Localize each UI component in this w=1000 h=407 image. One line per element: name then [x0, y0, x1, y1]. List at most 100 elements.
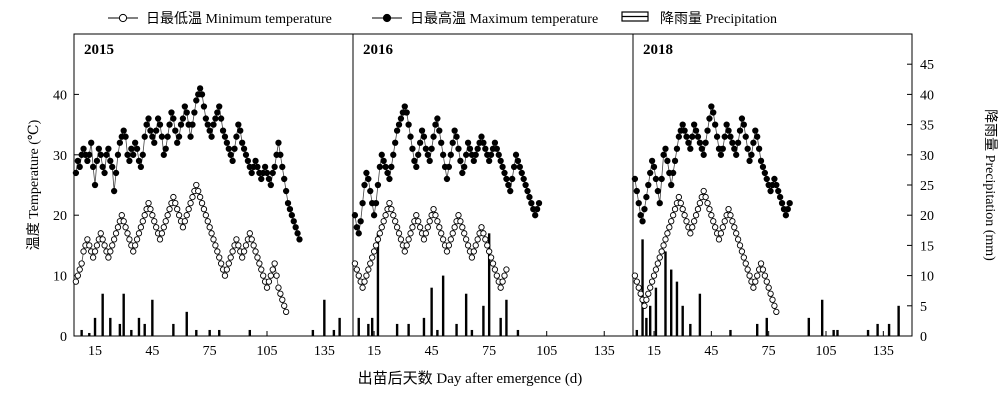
tmax-point: [725, 127, 732, 134]
tmax-point: [80, 145, 87, 152]
precip-bar: [137, 317, 141, 336]
tmax-point: [522, 181, 529, 189]
tmax-point: [405, 121, 412, 128]
tmax-point: [660, 151, 667, 158]
precip-bar: [143, 323, 146, 336]
tmax-point: [512, 151, 520, 158]
tmax-point: [679, 121, 686, 128]
precip-bar: [195, 329, 198, 336]
tmax-point: [124, 151, 131, 158]
tmax-point: [493, 145, 500, 152]
x-tick-label: 135: [873, 344, 894, 359]
tmax-point: [472, 151, 479, 158]
tmin-point: [489, 260, 497, 267]
tmax-point: [430, 133, 437, 140]
tmax-point: [153, 127, 160, 134]
tmax-point: [158, 133, 166, 140]
tmax-point: [252, 157, 259, 164]
tmin-point: [223, 266, 231, 273]
tmin-point: [279, 296, 286, 303]
tmin-point: [386, 199, 393, 207]
tmax-point: [650, 163, 658, 171]
tmax-point: [204, 121, 211, 128]
tmax-point: [658, 175, 665, 183]
tmax-point: [648, 157, 656, 164]
tmin-point: [727, 212, 734, 219]
precip-bar: [505, 299, 508, 336]
precip-bar: [118, 323, 122, 336]
tmax-point: [147, 127, 154, 134]
tmax-point: [675, 133, 683, 140]
tmax-point: [694, 133, 702, 140]
tmin-point: [434, 218, 441, 225]
tmin-point: [664, 230, 671, 237]
tmax-point: [392, 139, 399, 146]
tmax-point: [277, 151, 284, 158]
tmax-point: [480, 139, 487, 146]
right-tick-label: 10: [920, 270, 934, 285]
tmin-point: [415, 218, 422, 225]
tmax-point: [401, 103, 408, 110]
tmin-point: [101, 242, 108, 249]
precip-bar: [670, 269, 673, 336]
tmin-point: [463, 236, 470, 243]
precip-bar: [248, 329, 252, 336]
precip-bar: [370, 317, 374, 336]
tmin-point: [769, 296, 776, 303]
tmax-point: [407, 133, 414, 140]
right-tick-label: 40: [920, 88, 934, 103]
precip-bar: [887, 323, 891, 336]
tmax-point: [214, 109, 221, 116]
tmax-point: [738, 115, 746, 122]
tmin-point: [93, 242, 101, 249]
tmax-point: [223, 139, 231, 146]
tmax-point: [685, 139, 692, 146]
tmax-point: [702, 139, 709, 146]
tmax-point: [459, 169, 466, 177]
right-y-axis-label: 降雨量 Precipitation (mm): [982, 109, 998, 261]
tmin-point: [189, 193, 196, 201]
tmin-point: [89, 254, 97, 261]
tmax-point: [668, 181, 675, 189]
tmax-point: [282, 187, 290, 195]
tmax-point: [288, 212, 295, 219]
tmin-point: [225, 260, 232, 267]
tmax-point: [478, 133, 485, 140]
tmin-point: [351, 260, 359, 267]
tmin-point: [746, 272, 753, 279]
tmax-point: [110, 187, 118, 195]
tmax-point: [495, 151, 502, 158]
tmax-line: [75, 87, 300, 240]
tmin-point: [110, 236, 118, 243]
tmin-point: [656, 254, 663, 261]
tmin-point: [164, 212, 171, 219]
tmax-point: [393, 127, 401, 134]
precip-bar: [635, 329, 639, 336]
tmax-point: [641, 206, 648, 213]
tmax-point: [351, 212, 359, 219]
tmax-point: [89, 163, 97, 171]
tmin-point: [478, 224, 485, 231]
tmax-point: [135, 157, 143, 164]
tmin-point: [86, 242, 93, 249]
tmin-point: [754, 272, 761, 279]
tmax-point: [269, 169, 276, 177]
tmin-point: [252, 248, 259, 255]
tmin-point: [708, 212, 715, 219]
tmax-point: [380, 157, 387, 164]
tmin-point: [729, 218, 736, 225]
tmax-point: [145, 115, 152, 122]
tmax-point: [418, 127, 426, 134]
tmin-point: [124, 230, 131, 237]
tmin-point: [76, 266, 83, 273]
precip-bar: [689, 323, 692, 336]
tmin-point: [112, 230, 120, 237]
tmax-point: [397, 115, 405, 122]
tmax-point: [691, 121, 698, 128]
precip-bar: [218, 329, 221, 336]
tmax-point: [229, 157, 236, 164]
tmax-point: [411, 157, 418, 164]
tmin-point: [472, 242, 479, 249]
tmax-point: [507, 187, 514, 195]
tmax-point: [532, 212, 539, 219]
